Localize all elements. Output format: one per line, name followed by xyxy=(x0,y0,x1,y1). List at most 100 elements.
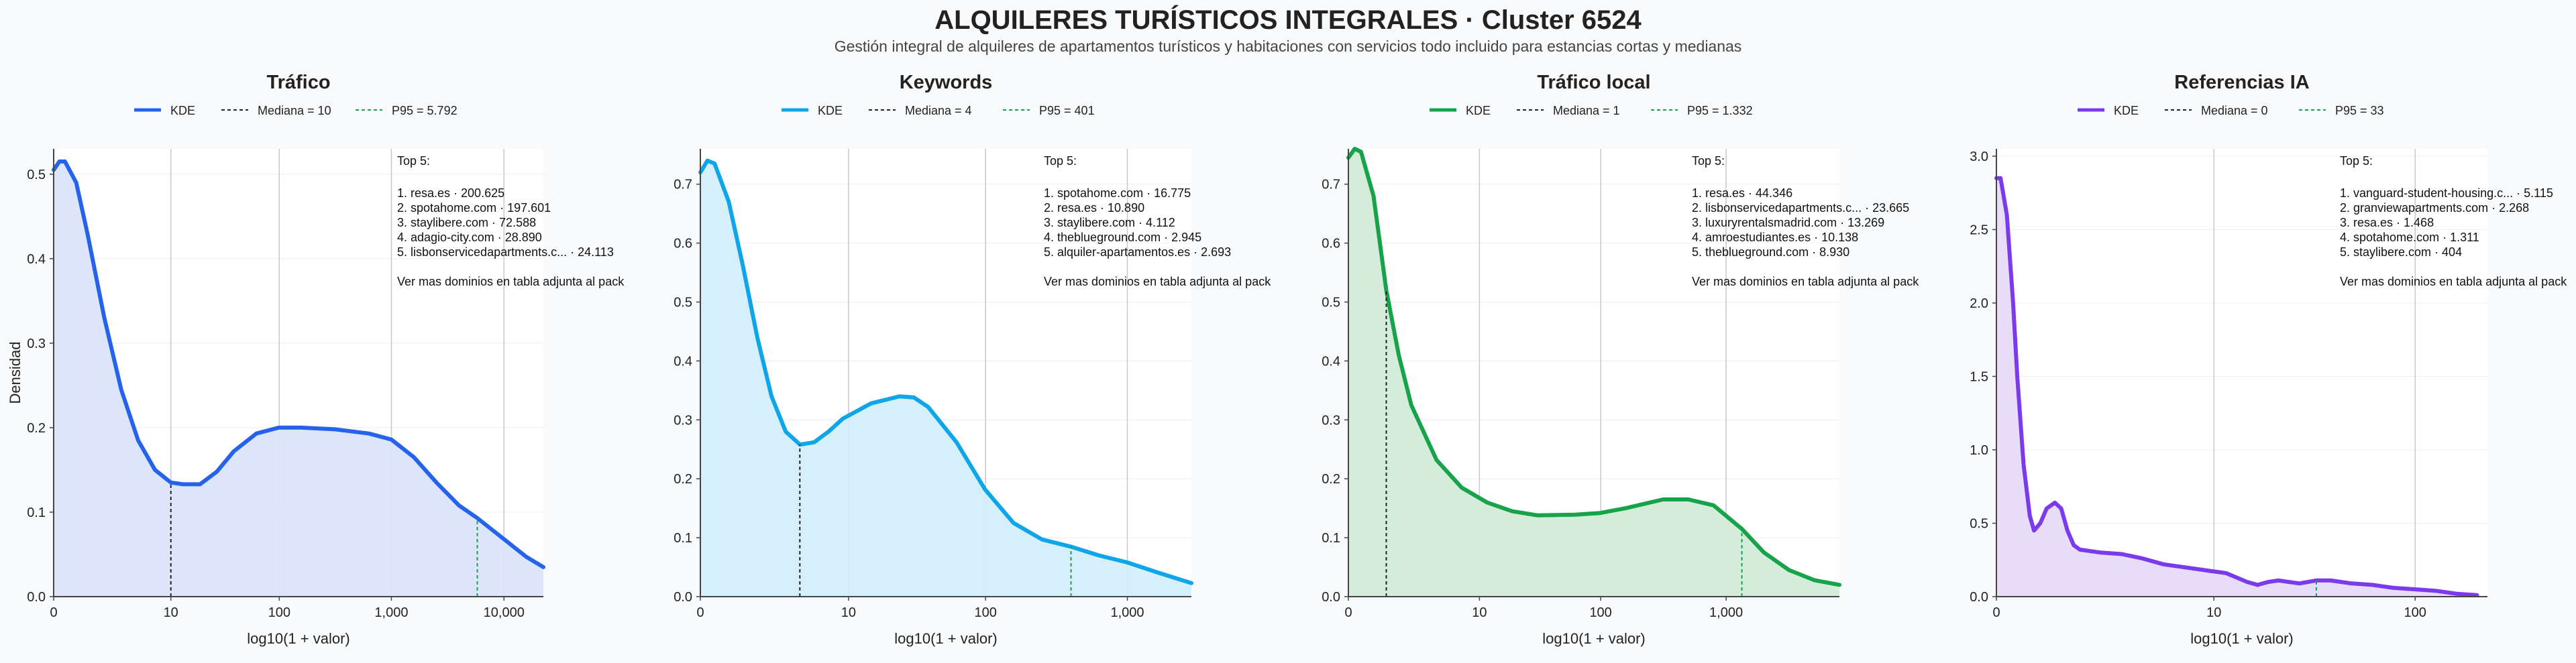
y-tick-label: 2.5 xyxy=(1970,223,1988,237)
x-axis-label: log10(1 + valor) xyxy=(894,630,997,647)
y-tick-label: 0.6 xyxy=(1322,237,1340,251)
x-tick-label: 10 xyxy=(841,605,856,620)
x-axis-label: log10(1 + valor) xyxy=(2190,630,2293,647)
top5-item: 3. staylibere.com · 4.112 xyxy=(1044,216,1175,229)
top5-item: 4. spotahome.com · 1.311 xyxy=(2340,231,2479,244)
x-tick-label: 10,000 xyxy=(484,605,525,620)
x-tick-label: 1,000 xyxy=(1709,605,1743,620)
top5-item: 2. lisbonservicedapartments.c... · 23.66… xyxy=(1692,201,1909,215)
top5-item: 1. spotahome.com · 16.775 xyxy=(1044,186,1191,200)
kde-area xyxy=(54,161,543,597)
y-tick-label: 0.2 xyxy=(27,421,46,436)
x-tick-label: 100 xyxy=(268,605,290,620)
top5-item: 2. spotahome.com · 197.601 xyxy=(397,201,551,215)
x-tick-label: 100 xyxy=(2404,605,2426,620)
legend-p95-label: P95 = 5.792 xyxy=(392,104,458,117)
top5-title: Top 5: xyxy=(1044,154,1077,168)
y-tick-label: 0.5 xyxy=(27,168,46,182)
kde-area xyxy=(1348,149,1839,597)
y-tick-label: 0.2 xyxy=(674,472,692,487)
y-tick-label: 0.1 xyxy=(674,531,692,546)
y-tick-label: 1.0 xyxy=(1970,443,1988,458)
legend-p95-label: P95 = 33 xyxy=(2335,104,2384,117)
top5-item: 4. amroestudiantes.es · 10.138 xyxy=(1692,231,1858,244)
y-tick-label: 0.4 xyxy=(1322,354,1340,369)
y-tick-label: 0.0 xyxy=(1322,590,1340,605)
legend-median-label: Mediana = 1 xyxy=(1553,104,1620,117)
top5-item: 4. theblueground.com · 2.945 xyxy=(1044,231,1201,244)
y-tick-label: 0.3 xyxy=(27,337,46,351)
y-tick-label: 0.4 xyxy=(27,252,46,267)
y-tick-label: 0.7 xyxy=(674,178,692,192)
x-tick-label: 10 xyxy=(2206,605,2221,620)
x-tick-label: 0 xyxy=(1344,605,1352,620)
legend-p95-label: P95 = 401 xyxy=(1039,104,1095,117)
y-tick-label: 3.0 xyxy=(1970,149,1988,164)
panel-title: Referencias IA xyxy=(2174,72,2310,93)
legend-median-label: Mediana = 4 xyxy=(905,104,972,117)
panel-title: Keywords xyxy=(900,72,993,93)
x-tick-label: 1,000 xyxy=(1110,605,1144,620)
x-tick-label: 10 xyxy=(164,605,178,620)
y-tick-label: 2.0 xyxy=(1970,296,1988,311)
legend-kde-label: KDE xyxy=(2114,104,2139,117)
top5-item: 5. theblueground.com · 8.930 xyxy=(1692,245,1849,259)
y-tick-label: 0.1 xyxy=(1322,531,1340,546)
top5-item: 3. resa.es · 1.468 xyxy=(2340,216,2434,229)
kde-area xyxy=(700,160,1191,597)
x-tick-label: 1,000 xyxy=(374,605,408,620)
y-tick-label: 0.7 xyxy=(1322,178,1340,192)
top5-item: 5. alquiler-apartamentos.es · 2.693 xyxy=(1044,245,1231,259)
x-tick-label: 10 xyxy=(1472,605,1487,620)
kde-line xyxy=(1994,176,2479,597)
chart-panel: Tráfico local KDE Mediana = 1 P95 = 1.332 0.… xyxy=(1322,72,1919,647)
y-tick-label: 0.3 xyxy=(1322,413,1340,428)
top5-item: 2. granviewapartments.com · 2.268 xyxy=(2340,201,2529,215)
y-tick-label: 0.0 xyxy=(1970,590,1988,605)
legend-kde-label: KDE xyxy=(818,104,843,117)
top5-item: 1. resa.es · 200.625 xyxy=(397,186,504,200)
y-tick-label: 0.1 xyxy=(27,505,46,520)
kde-line xyxy=(1346,147,1841,587)
x-tick-label: 100 xyxy=(1589,605,1611,620)
y-tick-label: 0.5 xyxy=(1322,296,1340,310)
top5-item: 2. resa.es · 10.890 xyxy=(1044,201,1144,215)
y-axis-label: Densidad xyxy=(7,342,23,404)
plot-area xyxy=(1996,149,2487,597)
y-tick-label: 0.4 xyxy=(674,354,692,369)
y-tick-label: 0.2 xyxy=(1322,472,1340,487)
chart-panel: Referencias IA KDE Mediana = 0 P95 = 33 0.0 0… xyxy=(1970,72,2567,647)
page-title: ALQUILERES TURÍSTICOS INTEGRALES · Clust… xyxy=(934,5,1642,35)
top5-more-note: Ver mas dominios en tabla adjunta al pac… xyxy=(1692,275,1919,288)
page-subtitle: Gestión integral de alquileres de aparta… xyxy=(834,38,1742,55)
x-axis-label: log10(1 + valor) xyxy=(1542,630,1645,647)
y-tick-label: 0.5 xyxy=(1970,516,1988,531)
x-tick-label: 0 xyxy=(696,605,704,620)
top5-item: 1. vanguard-student-housing.c... · 5.115 xyxy=(2340,186,2553,200)
x-axis-label: log10(1 + valor) xyxy=(247,630,350,647)
x-tick-label: 0 xyxy=(50,605,57,620)
y-tick-label: 0.6 xyxy=(674,237,692,251)
legend-median-label: Mediana = 0 xyxy=(2201,104,2268,117)
top5-more-note: Ver mas dominios en tabla adjunta al pac… xyxy=(1044,275,1271,288)
legend-p95-label: P95 = 1.332 xyxy=(1687,104,1753,117)
panel-title: Tráfico local xyxy=(1537,72,1650,93)
y-tick-label: 0.5 xyxy=(674,296,692,310)
top5-title: Top 5: xyxy=(397,154,430,168)
chart-panel: Keywords KDE Mediana = 4 P95 = 401 0.0 0.1 0.2… xyxy=(674,72,1271,647)
y-tick-label: 1.5 xyxy=(1970,369,1988,384)
top5-title: Top 5: xyxy=(1692,154,1725,168)
top5-title: Top 5: xyxy=(2340,154,2373,168)
y-tick-label: 0.0 xyxy=(27,590,46,605)
y-tick-label: 0.0 xyxy=(674,590,692,605)
top5-item: 1. resa.es · 44.346 xyxy=(1692,186,1792,200)
panel-title: Tráfico xyxy=(266,72,330,93)
kde-area xyxy=(1996,178,2477,597)
legend-kde-label: KDE xyxy=(1466,104,1491,117)
x-tick-label: 0 xyxy=(1992,605,2000,620)
top5-more-note: Ver mas dominios en tabla adjunta al pac… xyxy=(2340,275,2567,288)
legend-median-label: Mediana = 10 xyxy=(258,104,331,117)
top5-more-note: Ver mas dominios en tabla adjunta al pac… xyxy=(397,275,625,288)
